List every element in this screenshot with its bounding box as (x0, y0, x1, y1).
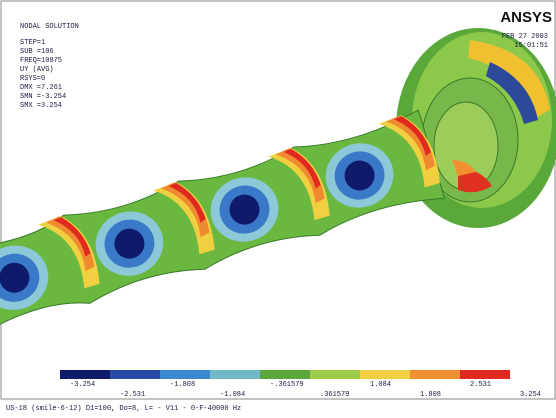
date: FEB 27 2003 (502, 33, 548, 41)
legend-label: -.361579 (270, 381, 304, 389)
info-line: SMX =3.254 (20, 102, 62, 110)
legend-label: -1.084 (220, 391, 245, 399)
legend-swatch (160, 370, 210, 379)
legend-swatch (110, 370, 160, 379)
contour-plot: NODAL SOLUTION STEP=1SUB =106FREQ=10875U… (0, 0, 556, 418)
legend-label: -1.808 (170, 381, 195, 389)
legend-label: 1.808 (420, 391, 441, 399)
info-line: UY (AVG) (20, 66, 54, 74)
info-line: SUB =106 (20, 48, 54, 56)
info-line: STEP=1 (20, 39, 45, 47)
logo: ANSYS (500, 9, 552, 26)
legend-label: 3.254 (520, 391, 541, 399)
info-line: SMN =-3.254 (20, 93, 66, 101)
legend-swatch (410, 370, 460, 379)
screenshot: NODAL SOLUTION STEP=1SUB =106FREQ=10875U… (0, 0, 556, 418)
legend-swatch (360, 370, 410, 379)
legend-swatch (60, 370, 110, 379)
legend-label: .361579 (320, 391, 349, 399)
legend-label: 2.531 (470, 381, 491, 389)
legend-label: -2.531 (120, 391, 145, 399)
info-line: RSYS=0 (20, 75, 45, 83)
legend-swatch (210, 370, 260, 379)
info-line: DMX =7.261 (20, 84, 62, 92)
legend-swatch (460, 370, 510, 379)
legend-label: 1.084 (370, 381, 391, 389)
result-title: NODAL SOLUTION (20, 23, 79, 31)
legend-label: -3.254 (70, 381, 95, 389)
legend-swatch (260, 370, 310, 379)
legend-swatch (310, 370, 360, 379)
caption: US-18 (smile-6-12) D1=100, Do=8, L= - V1… (6, 405, 241, 413)
time: 15:01:51 (514, 42, 548, 50)
info-line: FREQ=10875 (20, 57, 62, 65)
